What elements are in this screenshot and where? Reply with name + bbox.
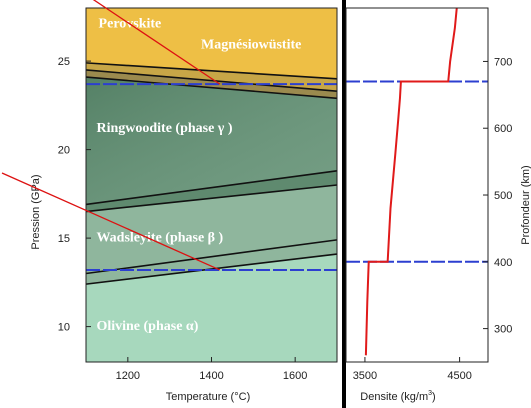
x-tick-label: 1400 [199,370,223,382]
pointer-line-410 [1,172,221,271]
phase-label-1: Magnésiowüstite [201,38,301,53]
y-tick-label: 25 [58,56,70,68]
phase-label-2: Ringwoodite (phase γ ) [96,121,232,136]
phase-diagram-axes: 1200 1400 1600 10 15 20 25 [58,7,338,382]
annotation-pointers [1,0,221,271]
density-profile-axes: 3500 4500 300 400 500 600 700 [345,7,512,382]
ringwoodite-shading [86,77,337,205]
pointer-line-660 [92,0,221,85]
y-tick-label: 20 [58,145,70,157]
phase-boundary-wadsleyite-ringwoodite-b [85,184,338,213]
y-tick-label: 300 [494,324,512,336]
phase-boundary-ringwoodite-top [85,76,338,100]
y-tick-label: 10 [58,322,70,334]
phase-region-transition-upper [86,170,337,212]
x-tick-label: 4500 [447,370,471,382]
phase-boundary-perovskite-mw-lower [85,69,338,92]
phase-diagram: PerovskiteMagnésiowüstiteRingwoodite (ph… [85,8,338,362]
density-profile-frame [345,7,489,363]
phase-label-4: Olivine (phase α) [96,319,198,334]
phase-boundary-perovskite-mw-upper [85,62,338,80]
density-profile [346,7,488,356]
phase-region-olivine [86,254,337,362]
x-tick-label: 1200 [116,370,140,382]
y-tick-label: 700 [494,56,512,68]
y-axis-label-pression: Pression (GPa) [30,174,42,249]
x-axis-label-densite-superscript: 3 [428,390,432,397]
phase-region-wadsleyite [86,185,337,274]
y-axis-label-profondeur: Profondeur (km) [520,165,531,244]
x-tick-label: 3500 [353,370,377,382]
phase-boundary-wadsleyite-ringwoodite-a [85,170,338,206]
phase-boundary-olivine-wadsleyite-a [85,239,338,275]
phase-region-perovskite [86,8,337,79]
phase-region-transition-lower [86,239,337,285]
x-axis-label-densite: Densite (kg/m3) [360,390,435,403]
y-tick-label: 15 [58,233,70,245]
x-tick-label: 1600 [283,370,307,382]
phase-label-3: Wadsleyite (phase β ) [96,231,223,246]
y-tick-label: 500 [494,190,512,202]
x-axis-label-temperature: Temperature (°C) [166,391,250,403]
y-tick-label: 400 [494,257,512,269]
right-panel-background [346,0,531,408]
density-series-line-0 [364,7,458,356]
x-axis-label-densite-text: Densite (kg/m [360,391,428,403]
y-tick-label: 600 [494,123,512,135]
x-axis-label-densite-end: ) [432,391,436,403]
